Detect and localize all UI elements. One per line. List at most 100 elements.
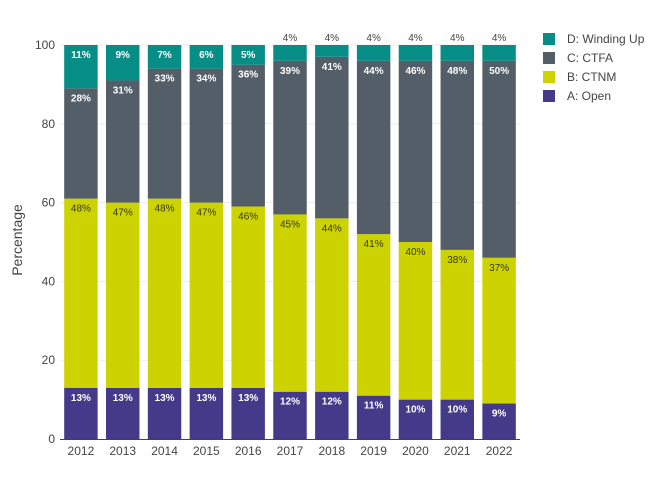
bar-segment: [356, 45, 391, 61]
bar-segment: [231, 387, 265, 439]
data-label: 47%: [196, 208, 216, 219]
bars: [64, 45, 516, 439]
data-label: 13%: [238, 393, 258, 404]
y-axis: 0 20 40 60 80 100: [35, 38, 55, 446]
data-label: 34%: [196, 74, 216, 85]
data-label: 45%: [280, 219, 300, 230]
bar-segment: [315, 391, 349, 439]
bar-segment: [315, 56, 349, 219]
data-label: 9%: [116, 50, 131, 61]
data-label: 13%: [196, 393, 216, 404]
data-label: 12%: [322, 397, 342, 408]
data-label: 44%: [364, 66, 384, 77]
data-label: 13%: [113, 393, 133, 404]
data-label: 13%: [155, 393, 175, 404]
y-tick-label: 100: [35, 38, 55, 52]
bar-segment: [482, 60, 516, 258]
data-label: 12%: [280, 397, 300, 408]
data-label: 38%: [447, 255, 467, 266]
bar-segment: [398, 45, 433, 61]
data-label: 44%: [322, 223, 342, 234]
y-tick-label: 60: [42, 196, 56, 210]
legend-label: A: Open: [567, 89, 611, 103]
data-labels: 13% 13% 13% 13% 13% 12% 12% 11% 10% 10% 9% 48% 47% 48…: [71, 33, 509, 420]
bar-segment: [106, 45, 140, 81]
bar-segment: [356, 60, 391, 235]
bar-segment: [106, 80, 140, 203]
bar-segment: [147, 68, 182, 199]
data-label: 6%: [199, 50, 214, 61]
data-label: 46%: [238, 212, 258, 223]
bar-segment: [273, 391, 307, 439]
data-label: 10%: [447, 405, 467, 416]
y-tick-label: 20: [42, 353, 56, 367]
x-tick-label: 2016: [235, 444, 262, 458]
legend-swatch: [543, 33, 555, 45]
data-label: 33%: [155, 74, 175, 85]
bar-segment: [147, 45, 182, 69]
bar-segment: [440, 249, 474, 400]
y-tick-label: 40: [42, 274, 56, 288]
bar-segment: [315, 218, 349, 392]
data-label: 11%: [364, 401, 384, 412]
bar-segment: [398, 242, 433, 400]
legend-label: C: CTFA: [567, 51, 613, 65]
x-tick-label: 2021: [444, 444, 471, 458]
x-tick-label: 2014: [151, 444, 178, 458]
data-label: 4%: [366, 33, 381, 44]
bar-segment: [440, 60, 474, 250]
y-tick-label: 80: [42, 117, 56, 131]
bar-segment: [273, 45, 307, 61]
data-label: 4%: [408, 33, 423, 44]
x-tick-label: 2020: [402, 444, 429, 458]
bar-segment: [356, 234, 391, 396]
legend-swatch: [543, 71, 555, 83]
data-label: 41%: [322, 62, 342, 73]
bar-segment: [106, 387, 140, 439]
bar-segment: [64, 45, 98, 89]
legend-swatch: [543, 90, 555, 102]
x-axis: 2012 2013 2014 2015 2016 2017 2018 2019 2020 2021…: [60, 439, 520, 458]
data-label: 4%: [283, 33, 298, 44]
data-label: 13%: [71, 393, 91, 404]
data-label: 47%: [113, 208, 133, 219]
data-label: 36%: [238, 70, 258, 81]
bar-segment: [398, 60, 433, 243]
x-tick-label: 2017: [277, 444, 304, 458]
data-label: 48%: [71, 204, 91, 215]
bar-segment: [147, 198, 182, 388]
data-label: 31%: [113, 85, 133, 96]
bar-segment: [189, 68, 224, 203]
data-label: 7%: [157, 50, 172, 61]
data-label: 39%: [280, 66, 300, 77]
bar-segment: [189, 45, 224, 69]
bar-segment: [273, 60, 307, 215]
data-label: 4%: [450, 33, 465, 44]
legend-label: B: CTNM: [567, 70, 616, 84]
data-label: 37%: [489, 263, 509, 274]
data-label: 41%: [364, 239, 384, 250]
data-label: 4%: [492, 33, 507, 44]
bar-segment: [440, 399, 474, 439]
data-label: 48%: [155, 204, 175, 215]
y-axis-title: Percentage: [9, 204, 25, 276]
x-tick-label: 2013: [109, 444, 136, 458]
x-tick-label: 2018: [318, 444, 345, 458]
bar-segment: [147, 387, 182, 439]
bar-segment: [440, 45, 474, 61]
legend-label: D: Winding Up: [567, 32, 645, 46]
data-label: 4%: [325, 33, 340, 44]
bar-segment: [482, 45, 516, 61]
x-tick-label: 2012: [68, 444, 95, 458]
legend: D: Winding Up C: CTFA B: CTNM A: Open: [543, 32, 645, 103]
x-tick-label: 2015: [193, 444, 220, 458]
x-tick-label: 2022: [486, 444, 513, 458]
legend-swatch: [543, 52, 555, 64]
data-label: 40%: [405, 247, 425, 258]
data-label: 50%: [489, 66, 509, 77]
y-tick-label: 0: [48, 432, 55, 446]
bar-segment: [273, 214, 307, 392]
data-label: 9%: [492, 409, 507, 420]
bar-segment: [64, 387, 98, 439]
